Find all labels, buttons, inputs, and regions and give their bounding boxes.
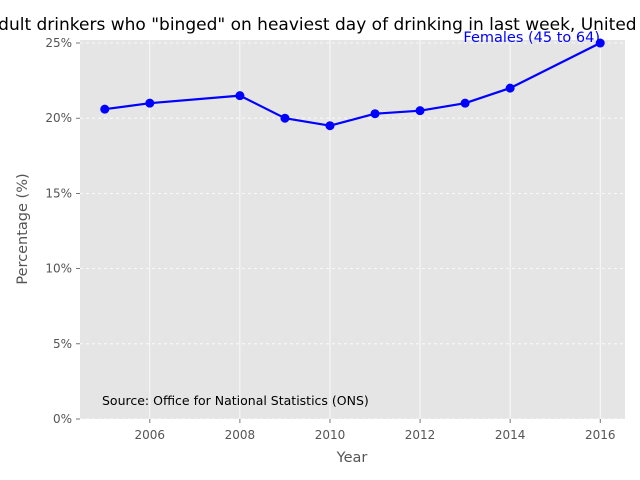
data-point [100,104,110,114]
series-label: Females (45 to 64) [463,30,600,46]
data-point [460,98,470,108]
y-tick-label: 5% [53,337,72,351]
y-tick-label: 20% [45,111,72,125]
x-tick-label: 2012 [405,428,436,442]
data-point [145,98,155,108]
data-point [370,109,380,119]
y-tick-label: 15% [45,186,72,200]
y-axis-label: Percentage (%) [15,173,31,284]
y-axis-ticks: 0% 5% 10% 15% 20% 25% [45,36,80,426]
x-axis-label: Year [336,450,368,466]
data-point [415,106,425,116]
x-tick-label: 2008 [225,428,256,442]
y-tick-label: 10% [45,262,72,276]
grid [80,40,625,420]
data-point [325,121,335,131]
y-tick-label: 0% [53,412,72,426]
series-group [100,38,605,131]
chart-title: Adult drinkers who "binged" on heaviest … [0,15,640,35]
data-point [280,113,290,123]
y-tick-label: 25% [45,36,72,50]
x-tick-label: 2010 [315,428,346,442]
x-tick-label: 2006 [135,428,166,442]
data-point [595,38,605,48]
plot-area [80,40,625,419]
x-tick-label: 2016 [585,428,616,442]
data-point [505,83,515,93]
x-tick-label: 2014 [495,428,526,442]
series-line [104,42,601,127]
x-axis-ticks: 2006 2008 2010 2012 2014 2016 [135,419,616,442]
data-point [235,91,245,101]
source-annotation: Source: Office for National Statistics (… [102,393,369,408]
